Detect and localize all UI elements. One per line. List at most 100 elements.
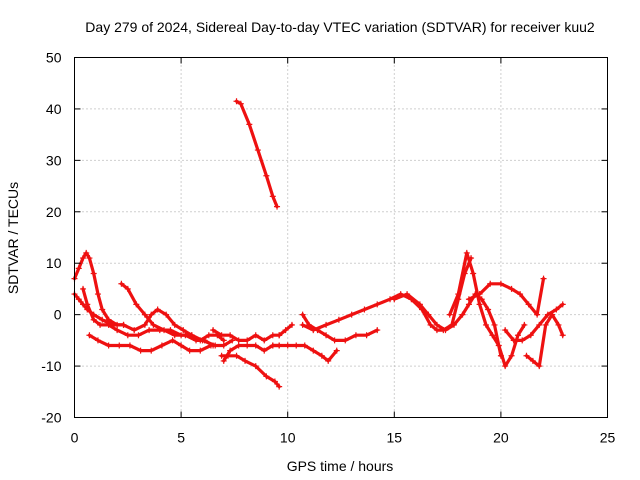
data-point (171, 321, 178, 328)
data-point (233, 98, 240, 105)
data-point (86, 255, 93, 262)
data-point (263, 172, 270, 179)
data-point (374, 327, 381, 334)
data-point (529, 357, 536, 364)
data-point (374, 301, 381, 308)
x-tick-label: 15 (387, 430, 403, 446)
data-point (318, 352, 325, 359)
data-point (235, 337, 242, 344)
x-tick-label: 25 (600, 430, 616, 446)
data-point (491, 321, 498, 328)
data-point (416, 301, 423, 308)
series-arc-7 (210, 327, 283, 344)
data-point (301, 342, 308, 349)
data-point (523, 352, 530, 359)
data-point (323, 332, 330, 339)
data-point (310, 327, 317, 334)
data-point (75, 296, 82, 303)
data-point (325, 357, 332, 364)
data-point (242, 357, 249, 364)
data-point (178, 332, 185, 339)
data-point (261, 337, 268, 344)
data-point (433, 321, 440, 328)
data-point (141, 321, 148, 328)
data-point (235, 342, 242, 349)
data-point (80, 255, 87, 262)
data-point (271, 378, 278, 385)
data-point (517, 291, 524, 298)
x-tick-label: 0 (71, 430, 79, 446)
data-point (269, 193, 276, 200)
data-point (521, 321, 528, 328)
data-point (263, 373, 270, 380)
data-point (126, 342, 133, 349)
data-point (94, 291, 101, 298)
plot-frame (74, 57, 608, 418)
data-point (225, 352, 232, 359)
data-point (244, 342, 251, 349)
data-point (476, 301, 483, 308)
data-point (502, 327, 509, 334)
y-tick-label: 0 (54, 307, 62, 323)
data-point (463, 249, 470, 256)
data-point (433, 327, 440, 334)
data-point (442, 327, 449, 334)
series-arc-1 (233, 98, 281, 210)
data-point (482, 321, 489, 328)
data-point (261, 347, 268, 354)
data-point (233, 352, 240, 359)
series-arc-11 (276, 321, 295, 339)
data-point (218, 332, 225, 339)
y-tick-label: 10 (46, 255, 62, 271)
y-tick-label: 30 (46, 152, 62, 168)
data-point (254, 147, 261, 154)
data-point (476, 291, 483, 298)
series-arc-18 (523, 311, 566, 370)
data-point (227, 347, 234, 354)
data-point (559, 301, 566, 308)
data-point (148, 311, 155, 318)
series-line (234, 99, 279, 209)
data-point (450, 321, 457, 328)
data-point (485, 306, 492, 313)
data-point (252, 363, 259, 370)
data-point (404, 291, 411, 298)
data-point (220, 337, 227, 344)
data-point (525, 301, 532, 308)
data-point (124, 332, 131, 339)
data-point (90, 270, 97, 277)
data-point (276, 342, 283, 349)
data-point (489, 332, 496, 339)
data-point (276, 332, 283, 339)
x-tick-label: 5 (177, 430, 185, 446)
data-point (391, 296, 398, 303)
data-point (86, 332, 93, 339)
data-point (90, 316, 97, 323)
data-point (527, 332, 534, 339)
data-point (363, 332, 370, 339)
data-point (425, 311, 432, 318)
data-point (299, 321, 306, 328)
series-line (392, 292, 503, 358)
data-point (508, 352, 515, 359)
data-point (470, 270, 477, 277)
data-point (131, 327, 138, 334)
series-arc-9 (218, 352, 283, 390)
data-point (237, 100, 244, 107)
data-point (555, 321, 562, 328)
data-point (536, 363, 543, 370)
data-point (220, 342, 227, 349)
data-point (335, 316, 342, 323)
data-point (542, 321, 549, 328)
data-point (188, 332, 195, 339)
data-point (519, 337, 526, 344)
data-point (84, 301, 91, 308)
data-point (333, 347, 340, 354)
series-arc-14 (391, 291, 504, 359)
data-point (99, 316, 106, 323)
data-point (323, 321, 330, 328)
chart-title: Day 279 of 2024, Sidereal Day-to-day VTE… (85, 19, 595, 35)
data-point (197, 347, 204, 354)
data-point (348, 311, 355, 318)
